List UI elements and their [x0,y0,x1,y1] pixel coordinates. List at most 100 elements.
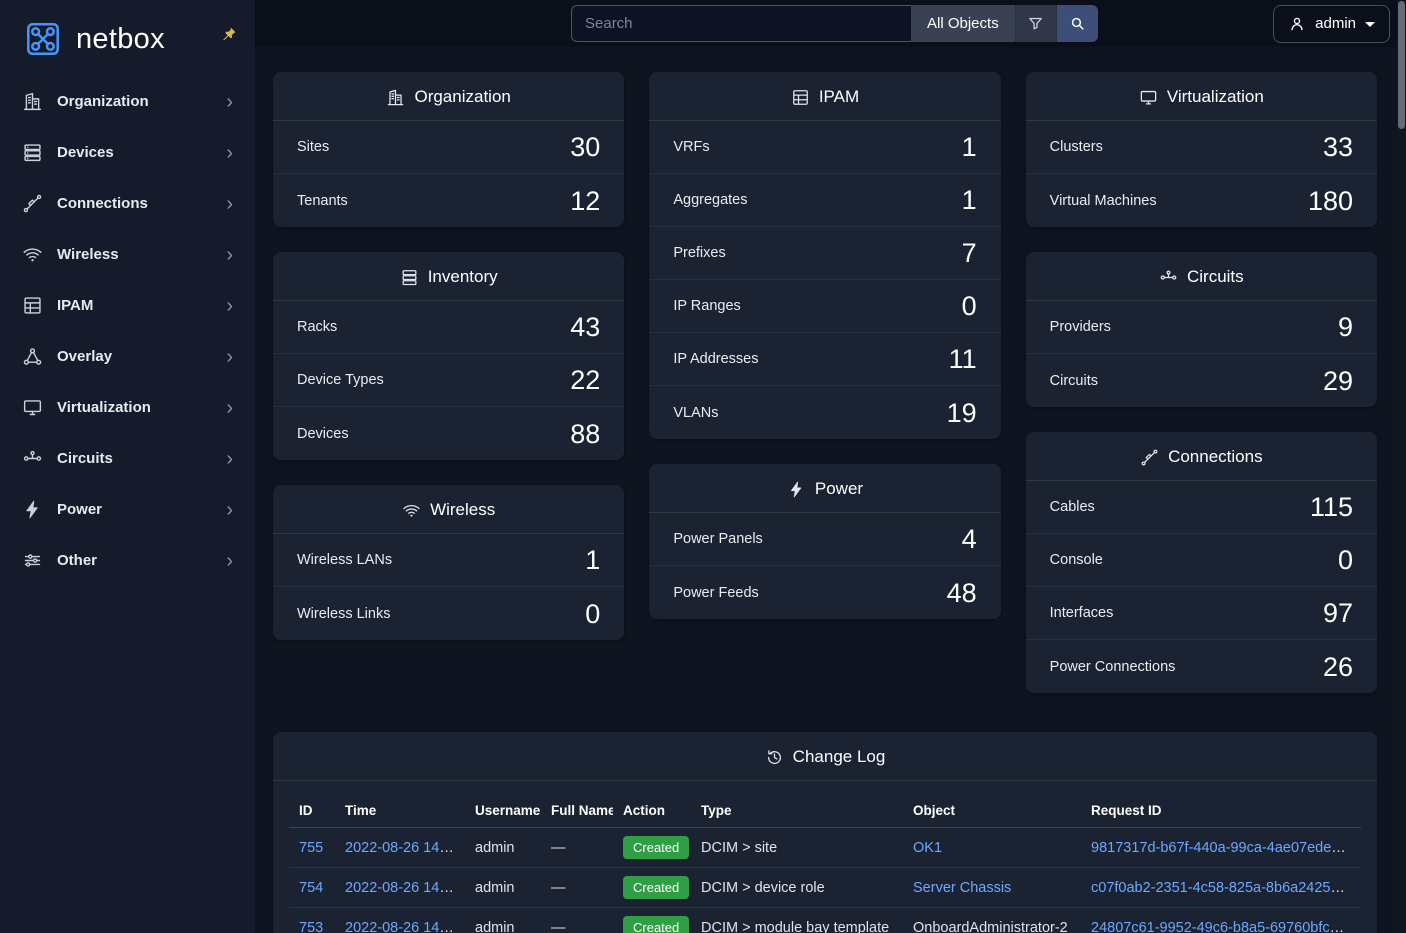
sidebar-item-label: Circuits [57,450,113,467]
sidebar-item-label: Organization [57,93,149,110]
sidebar-item-label: Virtualization [57,399,151,416]
stat-link-devices[interactable]: Devices [297,425,349,442]
user-menu-button[interactable]: admin [1273,4,1390,43]
search-input[interactable] [571,5,911,42]
search-button[interactable] [1056,5,1098,42]
change-time-link[interactable]: 2022-08-26 14:22 [345,839,460,856]
ipam-card: IPAM VRFs 1 Aggregates 1 Prefixes [649,72,1001,439]
card-title: Circuits [1186,267,1244,286]
netbox-logo-icon [20,18,66,60]
card-title: Inventory [427,267,498,286]
chevron-right-icon [226,299,233,313]
stat-row: Power Connections 26 [1026,640,1377,693]
card-title: IPAM [818,87,860,106]
change-id-link[interactable]: 755 [299,839,324,856]
stat-link-power-connections[interactable]: Power Connections [1049,658,1176,675]
sidebar-item-other[interactable]: Other [10,539,245,582]
stat-link-wireless-links[interactable]: Wireless Links [297,605,391,622]
stat-link-cables[interactable]: Cables [1049,499,1095,515]
full-name-cell: — [551,919,566,933]
sidebar-item-virtualization[interactable]: Virtualization [10,386,245,429]
stat-value: 22 [570,365,601,395]
stat-link-device-types[interactable]: Device Types [297,372,384,388]
column-header-time: Time [335,793,465,828]
virtualization-card: Virtualization Clusters 33 Virtual Machi… [1025,72,1377,227]
request-id-link[interactable]: c07f0ab2-2351-4c58-825a-8b6a2425a1ab [1091,879,1361,896]
sidebar-item-ipam[interactable]: IPAM [10,284,245,327]
stat-link-sites[interactable]: Sites [297,139,330,155]
stat-link-power-feeds[interactable]: Power Feeds [673,584,759,601]
stat-value: 43 [570,312,601,342]
change-id-link[interactable]: 754 [299,879,324,896]
scrollbar-thumb[interactable] [1398,1,1405,129]
connections-card: Connections Cables 115 Console 0 Interfa… [1025,432,1377,693]
stat-value: 0 [585,598,601,629]
stat-value: 180 [1307,185,1353,216]
stat-link-power-panels[interactable]: Power Panels [673,531,763,547]
power-icon [22,499,43,520]
sidebar-item-organization[interactable]: Organization [10,80,245,123]
search-group: All Objects [571,5,1098,42]
stat-link-interfaces[interactable]: Interfaces [1049,605,1114,621]
stat-row: Power Panels 4 [649,513,1001,566]
card-title: Organization [414,87,511,106]
object-type-label: All Objects [927,15,999,32]
sidebar-item-wireless[interactable]: Wireless [10,233,245,276]
connections-icon [1140,448,1159,467]
sidebar-item-connections[interactable]: Connections [10,182,245,225]
stat-link-providers[interactable]: Providers [1049,319,1111,335]
change-id-link[interactable]: 753 [299,919,324,933]
stat-link-vlans[interactable]: VLANs [673,404,719,421]
stat-row: Clusters 33 [1025,121,1377,174]
card-header: Virtualization [1025,72,1377,121]
object-link[interactable]: Server Chassis [913,879,1012,896]
object-type-dropdown[interactable]: All Objects [911,5,1016,42]
stat-link-console[interactable]: Console [1049,552,1103,568]
stat-link-wireless-lans[interactable]: Wireless LANs [297,552,393,568]
devices-icon [22,142,43,163]
type-cell: DCIM > site [701,839,778,856]
pin-sidebar-icon[interactable] [220,26,237,43]
stat-link-clusters[interactable]: Clusters [1049,139,1103,155]
stat-link-ip-ranges[interactable]: IP Ranges [673,298,741,314]
stat-link-vrfs[interactable]: VRFs [673,139,710,155]
stat-value: 19 [946,397,977,428]
card-title: Connections [1168,447,1263,466]
sidebar-item-power[interactable]: Power [10,488,245,531]
object-link[interactable]: OK1 [913,839,943,856]
stat-link-racks[interactable]: Racks [297,319,338,335]
stat-link-circuits[interactable]: Circuits [1049,372,1098,389]
column-header-username: Username [465,793,541,828]
sidebar-item-devices[interactable]: Devices [10,131,245,174]
request-id-link[interactable]: 9817317d-b67f-440a-99ca-4ae07ede94df [1091,839,1360,856]
power-icon [787,480,806,499]
stat-link-aggregates[interactable]: Aggregates [673,192,748,208]
change-time-link[interactable]: 2022-08-26 14:17 [345,879,460,896]
request-id-link[interactable]: 24807c61-9952-49c6-b8a5-69760bfcc4b3 [1091,919,1361,933]
card-body: Wireless LANs 1 Wireless Links 0 [273,534,625,640]
scrollbar-track [1397,0,1406,933]
sidebar-item-label: Power [57,501,103,518]
sidebar-item-overlay[interactable]: Overlay [10,335,245,378]
netbox-logo[interactable]: netbox [20,18,165,60]
filter-icon [1027,15,1044,32]
stat-link-virtual-machines[interactable]: Virtual Machines [1049,192,1157,209]
sidebar-item-circuits[interactable]: Circuits [10,437,245,480]
column-1: Organization Sites 30 Tenants 12 [273,72,625,640]
card-body: Clusters 33 Virtual Machines 180 [1025,121,1377,227]
stat-value: 115 [1309,492,1353,522]
stat-value: 9 [1337,312,1353,342]
chevron-right-icon [226,146,233,160]
stat-row: VLANs 19 [649,386,1000,439]
stat-link-ip-addresses[interactable]: IP Addresses [673,351,759,367]
stat-row: Racks 43 [273,301,625,354]
stat-value: 97 [1322,598,1353,628]
change-time-link[interactable]: 2022-08-26 14:15 [345,919,460,933]
stat-link-prefixes[interactable]: Prefixes [673,245,726,261]
stat-row: Cables 115 [1025,481,1377,534]
stat-link-tenants[interactable]: Tenants [297,192,348,209]
main-area: All Objects admin [255,0,1406,933]
stat-row: Sites 30 [273,121,625,174]
inventory-card: Inventory Racks 43 Device Types 22 Devic… [273,252,625,460]
filter-button[interactable] [1015,5,1057,42]
